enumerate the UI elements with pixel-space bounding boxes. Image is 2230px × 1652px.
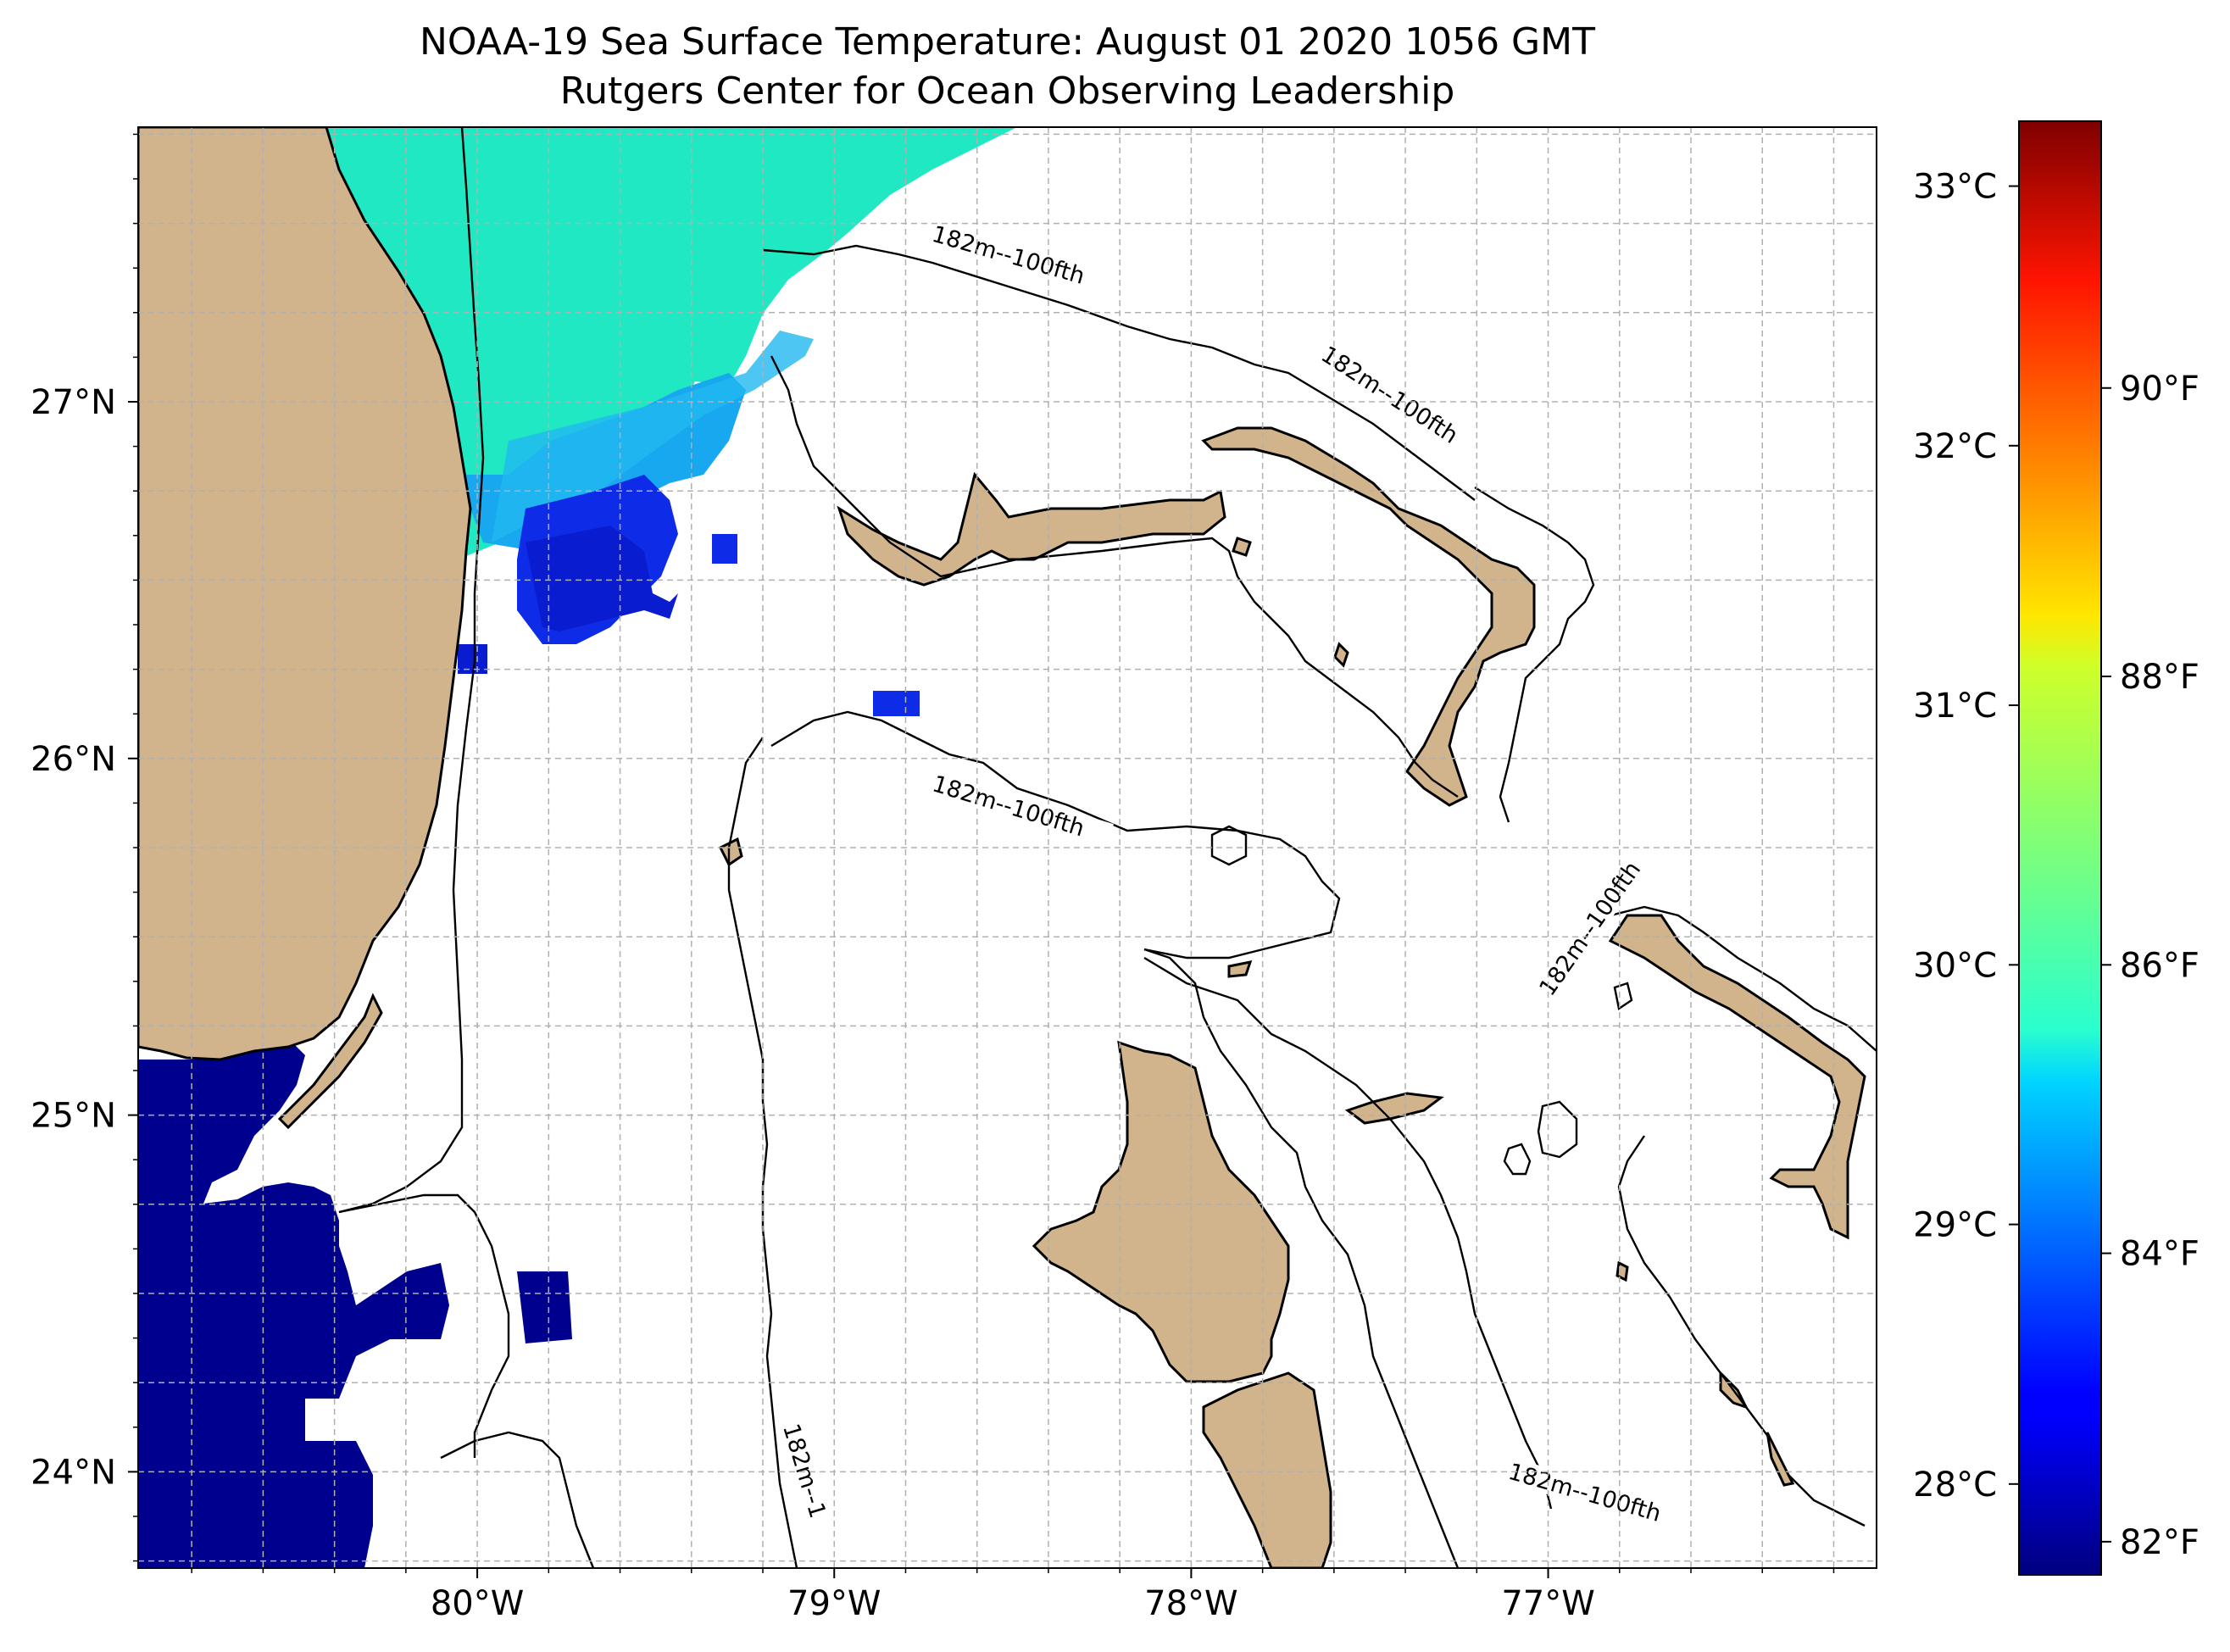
isobath-contour-florida-shelf <box>338 127 485 1214</box>
lon-tick-label: 78°W <box>1144 1584 1237 1623</box>
lat-tick-label: 25°N <box>31 1097 116 1136</box>
sst-patch-north <box>326 127 1017 559</box>
isobath-contour-exuma <box>1617 1135 1866 1527</box>
isobath-contour-ring-3 <box>1210 825 1248 866</box>
andros-south <box>1202 1371 1332 1568</box>
colorbar-ticks: 28°C 29°C 30°C 31°C 32°C 33°C 82°F 84°F 86°F 88°F… <box>1913 168 2199 1562</box>
andros-island <box>1032 1040 1290 1383</box>
isobath-contour-eleuthera <box>1610 905 1877 1052</box>
colorbar <box>2018 120 2102 1576</box>
lon-tick-label: 80°W <box>431 1584 524 1623</box>
isobath-contour-straits-west <box>727 737 798 1568</box>
florida-keys <box>277 993 383 1130</box>
fahrenheit-tick-label: 88°F <box>2120 658 2199 697</box>
isobath-contour-andros-west <box>1143 948 1460 1568</box>
sst-patch-south-island <box>517 1271 572 1343</box>
lon-tick-label: 77°W <box>1501 1584 1594 1623</box>
sst-patch-gulfstream <box>492 331 814 542</box>
celsius-tick-label: 30°C <box>1913 946 1997 985</box>
isobath-contour-abaco-west <box>770 355 1459 798</box>
sst-patch-dot-1 <box>712 534 737 564</box>
celsius-tick-label: 31°C <box>1913 687 1997 726</box>
sst-patch-dot-2 <box>873 691 920 716</box>
islet-4 <box>1615 1260 1629 1282</box>
florida-peninsula <box>138 127 472 1061</box>
isobath-contour-abaco-east <box>1474 486 1595 823</box>
fahrenheit-tick-label: 90°F <box>2120 370 2199 409</box>
lon-axis: 80°W 79°W 78°W 77°W <box>191 1568 1835 1623</box>
celsius-tick-label: 33°C <box>1913 168 1997 207</box>
map-title: NOAA-19 Sea Surface Temperature: August … <box>420 20 1595 64</box>
isobath-contour-straits <box>770 710 1341 959</box>
eleuthera <box>1608 914 1866 1240</box>
isobath-contours <box>338 127 1877 1568</box>
isobath-contour-tongue <box>1143 956 1553 1510</box>
isobath-contour-keys <box>338 1193 510 1458</box>
islet-2 <box>1333 642 1349 668</box>
isobath-contour-north <box>762 244 1476 501</box>
celsius-tick-label: 29°C <box>1913 1206 1997 1245</box>
celsius-tick-label: 28°C <box>1913 1466 1997 1505</box>
isobath-contour-southwest <box>440 1431 595 1568</box>
lat-tick-label: 24°N <box>31 1453 116 1492</box>
isobath-contour-ring-1 <box>1537 1100 1578 1159</box>
islet-3 <box>1227 960 1253 978</box>
sst-patch-south <box>138 1038 449 1568</box>
fahrenheit-tick-label: 84°F <box>2120 1235 2199 1274</box>
sst-patch-nearshore <box>458 644 487 674</box>
lat-tick-label: 27°N <box>31 383 116 422</box>
map-subtitle: Rutgers Center for Ocean Observing Leade… <box>559 70 1455 113</box>
fahrenheit-tick-label: 82°F <box>2120 1523 2199 1562</box>
fahrenheit-tick-label: 86°F <box>2120 946 2199 985</box>
bimini <box>718 837 743 867</box>
islet-1 <box>1232 537 1252 557</box>
lon-tick-label: 79°W <box>787 1584 881 1623</box>
sst-patch-deepblue-2 <box>526 526 678 631</box>
isobath-contour-ring-4 <box>1613 982 1633 1010</box>
celsius-tick-label: 32°C <box>1913 427 1997 466</box>
lat-axis: 24°N 25°N 26°N 27°N <box>31 133 138 1562</box>
map-grid <box>138 127 1877 1568</box>
isobath-contour-ring-2 <box>1503 1143 1532 1176</box>
lat-tick-label: 26°N <box>31 740 116 779</box>
land-layer <box>138 127 1866 1568</box>
great-abaco <box>1201 426 1536 807</box>
